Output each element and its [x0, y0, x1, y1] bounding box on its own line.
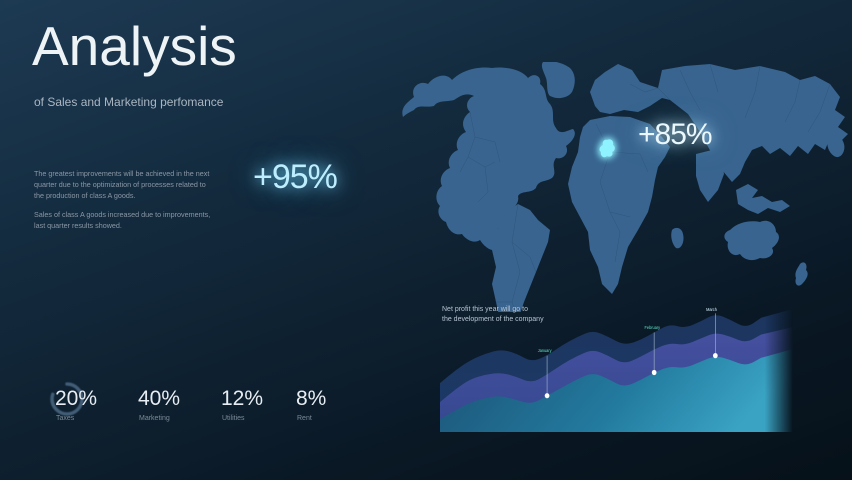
svg-text:March: March: [706, 307, 717, 312]
svg-text:January: January: [538, 348, 553, 353]
svg-text:February: February: [645, 325, 661, 330]
